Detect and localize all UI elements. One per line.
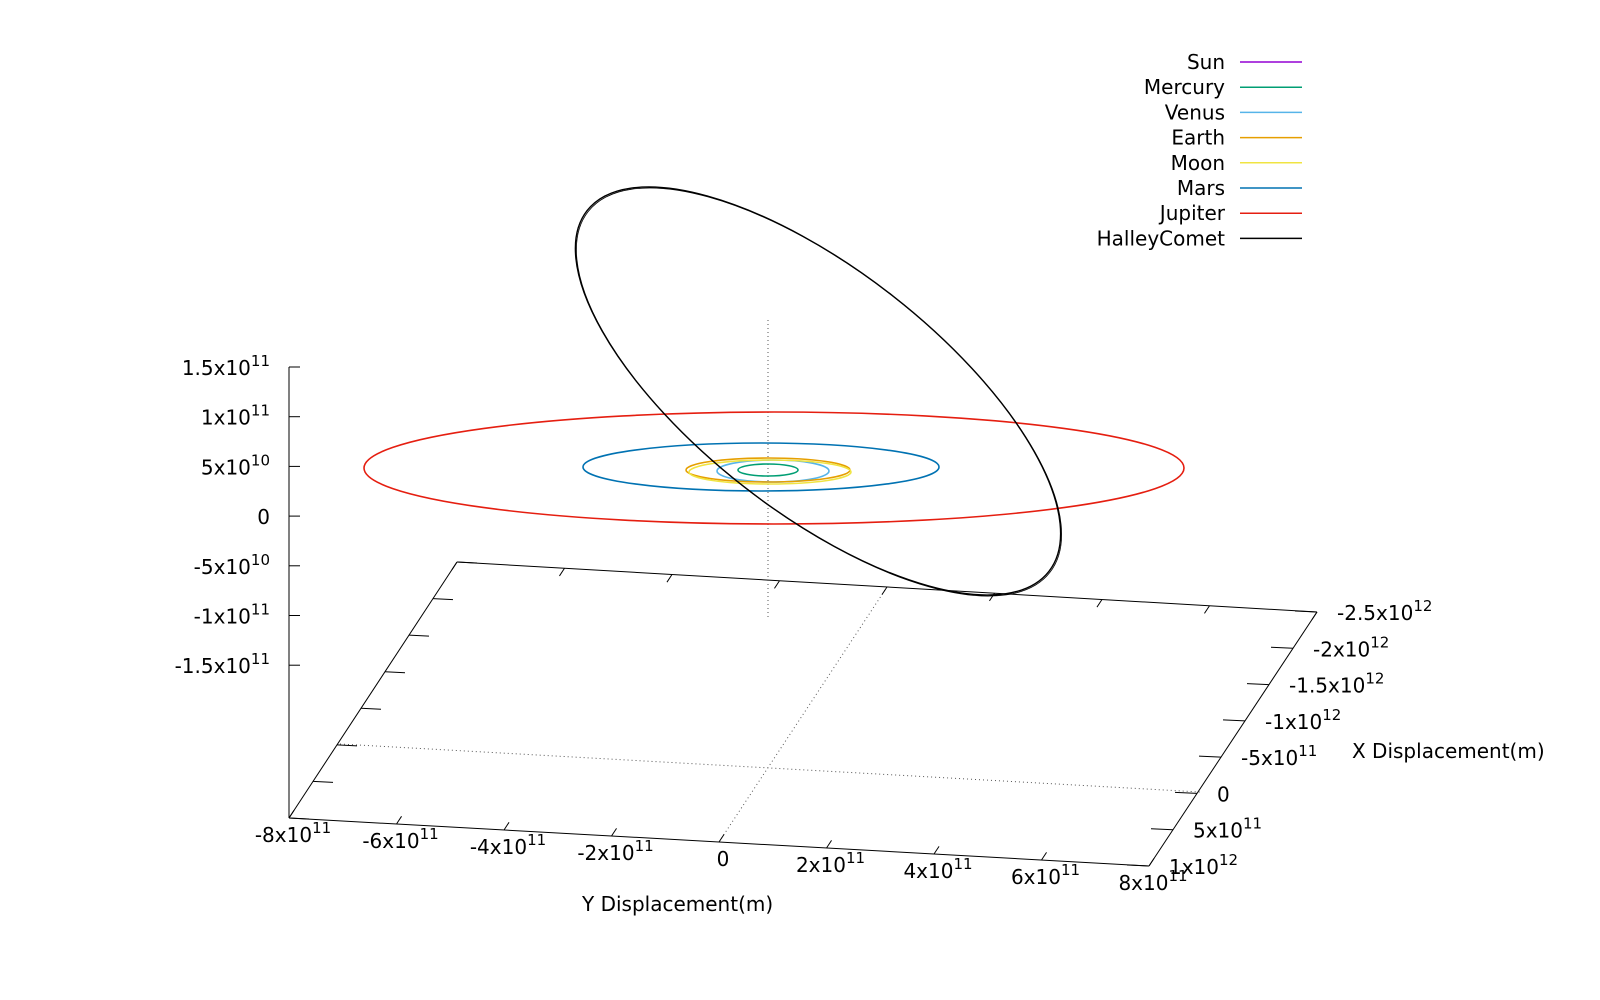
legend-label: HalleyComet — [1097, 226, 1226, 250]
y-tick-back — [1311, 611, 1318, 620]
y-tick-back — [881, 586, 888, 595]
x-tick-label: 1x1012 — [1169, 851, 1238, 879]
legend: SunMercuryVenusEarthMoonMarsJupiterHalle… — [1097, 50, 1302, 250]
x-tick-label: 5x1011 — [1193, 815, 1262, 843]
z-tick-label: -5x1010 — [194, 551, 270, 579]
y-tick — [1041, 852, 1047, 861]
orbit-mercury — [737, 463, 799, 477]
y-tick — [933, 846, 940, 855]
y-tick-label: -6x1011 — [362, 825, 438, 853]
x-tick — [1246, 683, 1270, 686]
z-tick-label: -1x1011 — [194, 601, 270, 629]
x-tick-left — [336, 744, 358, 747]
y-axis-label: Y Displacement(m) — [581, 892, 773, 916]
x-tick-label: 0 — [1217, 782, 1230, 806]
y-tick-back — [559, 567, 565, 577]
x-tick-label: -5x1011 — [1241, 742, 1317, 770]
z-axis-ticks: 1.5x1011 1x1011 5x1010 0 -5x1010 -1x1011 -1.5x… — [175, 352, 300, 678]
x-axis-label: X Displacement(m) — [1352, 739, 1545, 763]
z-tick-label: 1x1011 — [201, 402, 270, 430]
y-tick-back — [1096, 599, 1103, 608]
z-tick-label: -1.5x1011 — [175, 650, 270, 678]
x-tick — [1174, 791, 1198, 794]
x-tick-left — [432, 598, 454, 601]
y-tick — [718, 834, 725, 843]
orbit-series — [363, 186, 1185, 597]
legend-label: Earth — [1171, 126, 1225, 150]
legend-label: Mars — [1177, 176, 1225, 200]
y-axis-ticks: -8x1011 -6x1011 -4x1011 -2x1011 0 2x1011 4x101… — [255, 561, 1318, 895]
y-tick-label: 6x1011 — [1011, 861, 1080, 889]
y-tick-label: -4x1011 — [470, 831, 546, 859]
y-tick — [288, 810, 295, 819]
x-tick-label: -1.5x1012 — [1289, 670, 1384, 698]
x-tick-left — [312, 780, 334, 783]
y-tick-back — [774, 580, 780, 589]
x-tick-label: -2x1012 — [1313, 633, 1389, 661]
legend-label: Sun — [1187, 50, 1225, 74]
legend-label: Moon — [1171, 151, 1225, 175]
x-tick-left — [360, 707, 382, 710]
y-tick — [396, 816, 402, 825]
orbit-moon — [688, 459, 852, 485]
x-tick-left — [384, 671, 406, 674]
y-tick — [1148, 858, 1155, 867]
x-tick-label: -2.5x1012 — [1337, 597, 1432, 625]
orbit-mars — [582, 442, 940, 492]
legend-label: Jupiter — [1158, 201, 1226, 225]
x-tick — [1150, 828, 1174, 831]
y-tick-label: 2x1011 — [796, 849, 865, 877]
y-tick-label: 4x1011 — [903, 855, 972, 883]
zero-lines — [339, 320, 1201, 843]
x-tick-left — [288, 817, 310, 820]
x-tick — [1222, 719, 1246, 722]
orbit-halleycomet — [575, 187, 1063, 597]
x-axis-ticks: -2.5x1012 -2x1012 -1.5x1012 -1x1012 -5x1011 0… — [288, 561, 1432, 879]
y-tick-label: -8x1011 — [255, 819, 331, 847]
orbit-earth — [685, 457, 851, 483]
x-tick-left — [456, 561, 478, 564]
y-tick — [826, 840, 832, 849]
y-tick — [611, 828, 617, 837]
x-tick — [1126, 864, 1150, 867]
x-tick-label: -1x1012 — [1265, 706, 1341, 734]
x-tick-left — [408, 634, 430, 637]
z-tick-label: 5x1010 — [201, 451, 270, 479]
y-tick-label: -2x1011 — [577, 837, 653, 865]
x-tick — [1294, 610, 1318, 613]
y-tick-back — [1204, 605, 1210, 614]
z-tick-label: 1.5x1011 — [182, 352, 270, 380]
y-tick-back — [666, 574, 673, 583]
x-tick — [1270, 646, 1294, 649]
orbit-jupiter — [363, 411, 1185, 525]
plot-box — [288, 367, 1318, 867]
y-tick — [503, 822, 510, 831]
z-tick-label: 0 — [257, 505, 270, 529]
y-tick-back — [451, 561, 458, 570]
legend-label: Mercury — [1144, 75, 1225, 99]
y-tick-label: 0 — [717, 847, 730, 871]
legend-label: Venus — [1165, 100, 1225, 124]
x-tick — [1198, 755, 1222, 758]
